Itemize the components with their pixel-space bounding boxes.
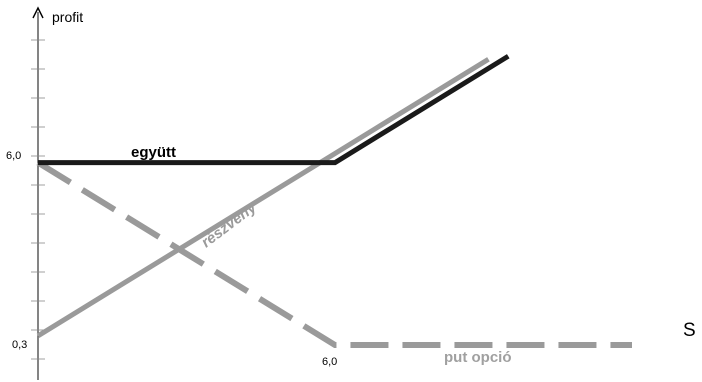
series-label-egyutt: együtt <box>131 144 176 161</box>
y-tick-label-0-3: 0,3 <box>12 339 27 351</box>
x-tick-label-6: 6,0 <box>322 356 337 368</box>
y-axis-arrow-icon <box>32 6 44 19</box>
y-tick-label-6: 6,0 <box>6 150 21 162</box>
series-line-1 <box>38 54 510 166</box>
y-axis <box>31 6 45 380</box>
series-label-put-opcio: put opció <box>444 349 512 366</box>
y-axis-label: profit <box>52 9 83 25</box>
y-axis-ticks <box>31 39 45 360</box>
series-line-0 <box>36 57 490 339</box>
series-layer <box>36 54 632 348</box>
x-axis-label: S <box>683 320 696 341</box>
series-line-2 <box>36 160 632 348</box>
series-label-reszveny: részvény <box>198 199 260 252</box>
